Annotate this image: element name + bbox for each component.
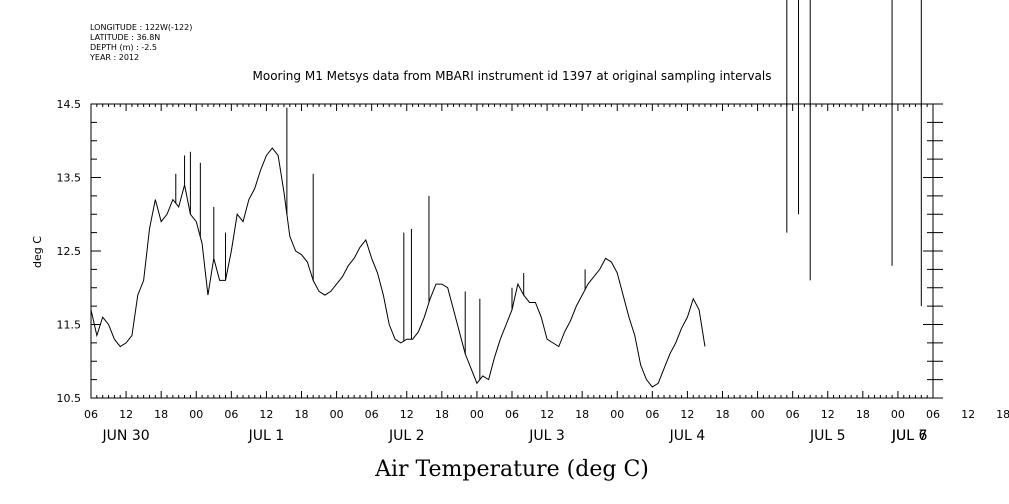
x-tick-label: 06: [786, 408, 800, 421]
depth-label: DEPTH (m) : -2.5: [90, 43, 157, 52]
month-label: JUL 2: [388, 428, 425, 444]
x-tick-label: 00: [610, 408, 624, 421]
latitude-label: LATITUDE : 36.8N: [90, 33, 160, 42]
x-tick-label: 18: [996, 408, 1009, 421]
x-tick-label: 18: [575, 408, 589, 421]
x-tick-label: 06: [926, 408, 940, 421]
y-tick-label: 14.5: [57, 98, 82, 111]
x-tick-label: 00: [330, 408, 344, 421]
month-label: JUL 6: [891, 428, 928, 444]
x-tick-label: 12: [540, 408, 554, 421]
x-tick-label: 12: [680, 408, 694, 421]
x-tick-label: 12: [119, 408, 133, 421]
longitude-label: LONGITUDE : 122W(-122): [90, 23, 192, 32]
y-tick-label: 13.5: [57, 172, 82, 185]
y-tick-label: 10.5: [57, 392, 82, 405]
x-tick-label: 00: [751, 408, 765, 421]
x-tick-label: 18: [154, 408, 168, 421]
x-tick-label: 06: [645, 408, 659, 421]
month-label: JUL 5: [809, 428, 846, 444]
x-tick-label: 18: [716, 408, 730, 421]
y-tick-label: 12.5: [57, 245, 82, 258]
month-label: JUL 1: [248, 428, 285, 444]
month-label: JUL 3: [528, 428, 565, 444]
x-tick-label: 12: [400, 408, 414, 421]
x-tick-label: 18: [435, 408, 449, 421]
x-tick-label: 06: [505, 408, 519, 421]
plot-group: [90, 0, 922, 388]
x-axis-title: Air Temperature (deg C): [374, 457, 649, 482]
x-tick-label: 00: [891, 408, 905, 421]
x-tick-label: 18: [856, 408, 870, 421]
x-tick-label: 06: [84, 408, 98, 421]
y-tick-label: 11.5: [57, 319, 82, 332]
x-tick-label: 00: [189, 408, 203, 421]
chart-title: Mooring M1 Metsys data from MBARI instru…: [253, 69, 772, 83]
x-tick-label: 06: [224, 408, 238, 421]
month-label: JUN 30: [102, 428, 150, 444]
series-line: [90, 147, 706, 388]
x-tick-label: 00: [470, 408, 484, 421]
year-label: YEAR : 2012: [89, 53, 139, 62]
x-tick-label: 06: [365, 408, 379, 421]
plot-frame: [90, 103, 934, 399]
axes-group: 06 12 18 00 06 12 18 00 06 12 18 00 06 12 18 00 06 12 18 00…: [57, 98, 1009, 444]
y-axis-label: deg C: [31, 236, 44, 268]
x-tick-label: 12: [259, 408, 273, 421]
month-label: JUL 4: [669, 428, 706, 444]
x-tick-label: 18: [295, 408, 309, 421]
x-tick-label: 12: [821, 408, 835, 421]
month-label: JUL 7: [891, 428, 928, 444]
x-tick-label: 12: [961, 408, 975, 421]
